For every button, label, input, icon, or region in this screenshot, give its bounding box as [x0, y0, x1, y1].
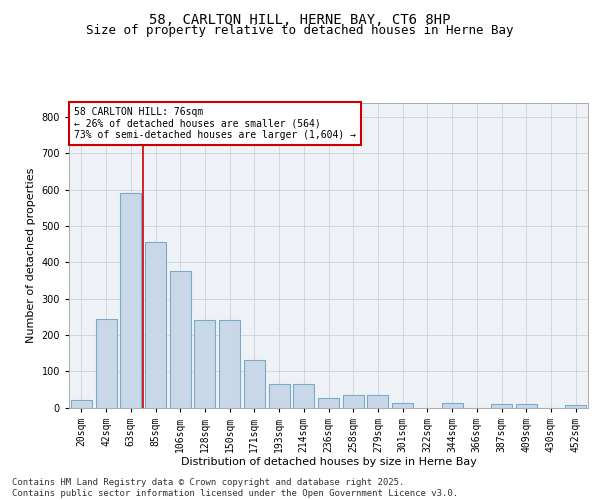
Bar — [318, 398, 339, 407]
Y-axis label: Number of detached properties: Number of detached properties — [26, 168, 36, 342]
Text: 58, CARLTON HILL, HERNE BAY, CT6 8HP: 58, CARLTON HILL, HERNE BAY, CT6 8HP — [149, 12, 451, 26]
Text: 58 CARLTON HILL: 76sqm
← 26% of detached houses are smaller (564)
73% of semi-de: 58 CARLTON HILL: 76sqm ← 26% of detached… — [74, 107, 356, 140]
Bar — [194, 320, 215, 408]
Bar — [244, 360, 265, 408]
Text: Size of property relative to detached houses in Herne Bay: Size of property relative to detached ho… — [86, 24, 514, 37]
Bar — [491, 404, 512, 407]
Bar — [343, 395, 364, 407]
Bar — [120, 194, 141, 408]
Bar — [516, 404, 537, 407]
Bar — [392, 403, 413, 407]
Bar — [565, 404, 586, 407]
Bar — [95, 318, 116, 408]
Bar — [269, 384, 290, 407]
X-axis label: Distribution of detached houses by size in Herne Bay: Distribution of detached houses by size … — [181, 458, 476, 468]
Bar — [219, 320, 240, 408]
Bar — [71, 400, 92, 407]
Bar — [442, 403, 463, 407]
Bar — [293, 384, 314, 407]
Bar — [170, 272, 191, 407]
Bar — [145, 242, 166, 408]
Bar — [367, 395, 388, 407]
Text: Contains HM Land Registry data © Crown copyright and database right 2025.
Contai: Contains HM Land Registry data © Crown c… — [12, 478, 458, 498]
